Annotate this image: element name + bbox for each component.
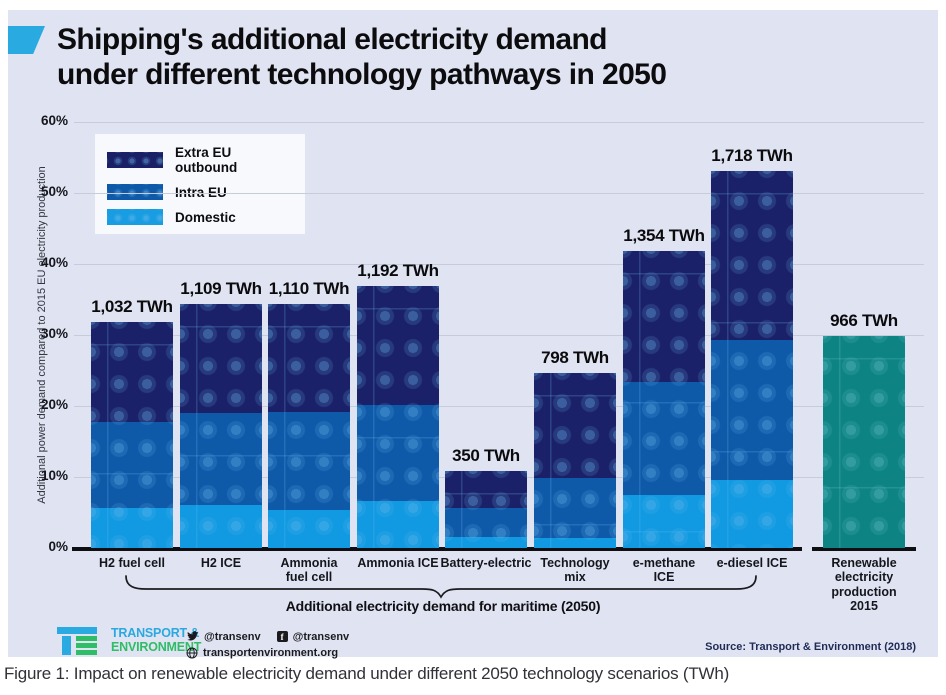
website-link: transportenvironment.org: [186, 647, 338, 659]
bar-value-battery-electric: 350 TWh: [452, 446, 520, 466]
bar-segment-intra-eu: [445, 508, 527, 538]
y-tick-10%: 10%: [40, 468, 68, 483]
figure-caption: Figure 1: Impact on renewable electricit…: [4, 664, 730, 683]
y-tick-30%: 30%: [40, 326, 68, 341]
bar-segment-intra-eu: [357, 404, 439, 502]
te-logo: TRANSPORT & ENVIRONMENT: [57, 626, 201, 656]
chart-legend: Extra EU outbound Intra EU Domestic: [95, 134, 305, 234]
gridline-50%: [74, 193, 924, 194]
bar-segment-extra-eu-outbound: [623, 250, 705, 382]
facebook-handle: f @transenv: [276, 631, 349, 643]
bar-e-methane-ice: [623, 250, 705, 548]
source-note: Source: Transport & Environment (2018): [705, 641, 916, 653]
x-label-ammonia-fuel-cell: Ammonia fuel cell: [280, 556, 338, 585]
bar-segment-domestic: [445, 537, 527, 548]
bar-segment-domestic: [357, 501, 439, 548]
facebook-icon: f: [276, 631, 288, 642]
bar-segment-extra-eu-outbound: [357, 286, 439, 405]
bar-value-h2-fuel-cell: 1,032 TWh: [91, 296, 173, 316]
y-tick-50%: 50%: [40, 184, 68, 199]
te-logo-line1: TRANSPORT &: [111, 626, 200, 641]
bar-segment-intra-eu: [711, 339, 793, 480]
bar-segment-intra-eu: [623, 381, 705, 495]
bar-segment-intra-eu: [534, 477, 616, 539]
legend-item-domestic: Domestic: [107, 209, 293, 225]
gridline-20%: [74, 406, 924, 407]
bar-segment-intra-eu: [91, 422, 173, 509]
bar-segment-renewable: [823, 335, 905, 548]
legend-swatch-extra-eu: [107, 152, 163, 168]
chart-title-line2: under different technology pathways in 2…: [57, 58, 667, 92]
bar-segment-domestic: [180, 505, 262, 548]
group-bracket-label: Additional electricity demand for mariti…: [285, 598, 601, 614]
twitter-handle: @transenv: [186, 630, 261, 643]
legend-swatch-intra-eu: [107, 184, 163, 200]
bar-value-h2-ice: 1,109 TWh: [180, 279, 262, 299]
gridline-60%: [74, 122, 924, 123]
bar-segment-extra-eu-outbound: [711, 171, 793, 340]
bar-segment-intra-eu: [180, 413, 262, 506]
bar-segment-extra-eu-outbound: [180, 304, 262, 414]
bar-ammonia-fuel-cell: [268, 304, 350, 548]
legend-swatch-domestic: [107, 209, 163, 225]
bar-segment-intra-eu: [268, 412, 350, 511]
x-axis-line-main: [72, 547, 802, 551]
y-tick-0%: 0%: [48, 539, 68, 554]
te-logo-text: TRANSPORT & ENVIRONMENT: [111, 626, 202, 655]
bar-segment-domestic: [91, 508, 173, 548]
bar-segment-extra-eu-outbound: [91, 321, 173, 423]
x-label-h2-fuel-cell: H2 fuel cell: [99, 556, 165, 570]
chart-title-line1: Shipping's additional electricity demand: [57, 23, 608, 56]
bar-value-e-methane-ice: 1,354 TWh: [623, 225, 705, 245]
social-links: @transenv f @transenv transportenvironme…: [186, 630, 365, 663]
bar-segment-domestic: [534, 538, 616, 548]
bar-value-ammonia-fuel-cell: 1,110 TWh: [268, 279, 350, 299]
te-logo-line2: ENVIRONMENT: [111, 640, 202, 654]
x-axis-line-reference: [812, 547, 916, 551]
gridline-40%: [74, 264, 924, 265]
globe-icon: [186, 647, 198, 659]
x-label-h2-ice: H2 ICE: [200, 556, 242, 570]
y-tick-60%: 60%: [40, 113, 68, 128]
bar-segment-domestic: [268, 510, 350, 548]
bar-value-technology-mix: 798 TWh: [541, 347, 609, 367]
x-label-e-methane-ice: e-methane ICE: [632, 556, 696, 585]
infographic-figure: Shipping's additional electricity demand…: [8, 10, 938, 659]
y-tick-40%: 40%: [40, 255, 68, 270]
legend-item-extra-eu: Extra EU outbound: [107, 145, 293, 175]
bar-value-renewable-electricity-2015: 966 TWh: [830, 310, 898, 330]
x-label-ammonia-ice: Ammonia ICE: [357, 556, 439, 570]
bar-segment-extra-eu-outbound: [268, 304, 350, 413]
bar-renewable-electricity-2015: [823, 335, 905, 548]
chart-title: Shipping's additional electricity demand…: [57, 22, 667, 93]
brand-flag-icon: [8, 26, 45, 54]
bar-battery-electric: [445, 471, 527, 548]
bar-value-e-diesel-ice: 1,718 TWh: [711, 145, 793, 165]
bar-e-diesel-ice: [711, 171, 793, 548]
bar-segment-extra-eu-outbound: [534, 372, 616, 478]
bar-technology-mix: [534, 372, 616, 548]
bar-segment-domestic: [623, 494, 705, 548]
bar-value-ammonia-ice: 1,192 TWh: [357, 261, 439, 280]
bar-h2-ice: [180, 304, 262, 548]
group-brace: [125, 575, 757, 599]
bar-ammonia-ice: [357, 286, 439, 548]
legend-label: Intra EU: [175, 184, 227, 200]
bar-h2-fuel-cell: [91, 321, 173, 548]
x-label-e-diesel-ice: e-diesel ICE: [716, 556, 788, 570]
gridline-30%: [74, 335, 924, 336]
te-logo-icon: [57, 626, 103, 656]
twitter-icon: [186, 630, 199, 643]
bar-segment-extra-eu-outbound: [445, 471, 527, 509]
x-label-renewable-electricity-2015: Renewable electricity production 2015: [831, 556, 897, 613]
bar-segment-domestic: [711, 479, 793, 548]
legend-label: Domestic: [175, 209, 236, 225]
x-label-battery-electric: Battery-electric: [440, 556, 532, 570]
x-label-technology-mix: Technology mix: [540, 556, 610, 585]
y-tick-20%: 20%: [40, 397, 68, 412]
legend-item-intra-eu: Intra EU: [107, 184, 293, 200]
legend-label: Extra EU outbound: [175, 145, 238, 175]
